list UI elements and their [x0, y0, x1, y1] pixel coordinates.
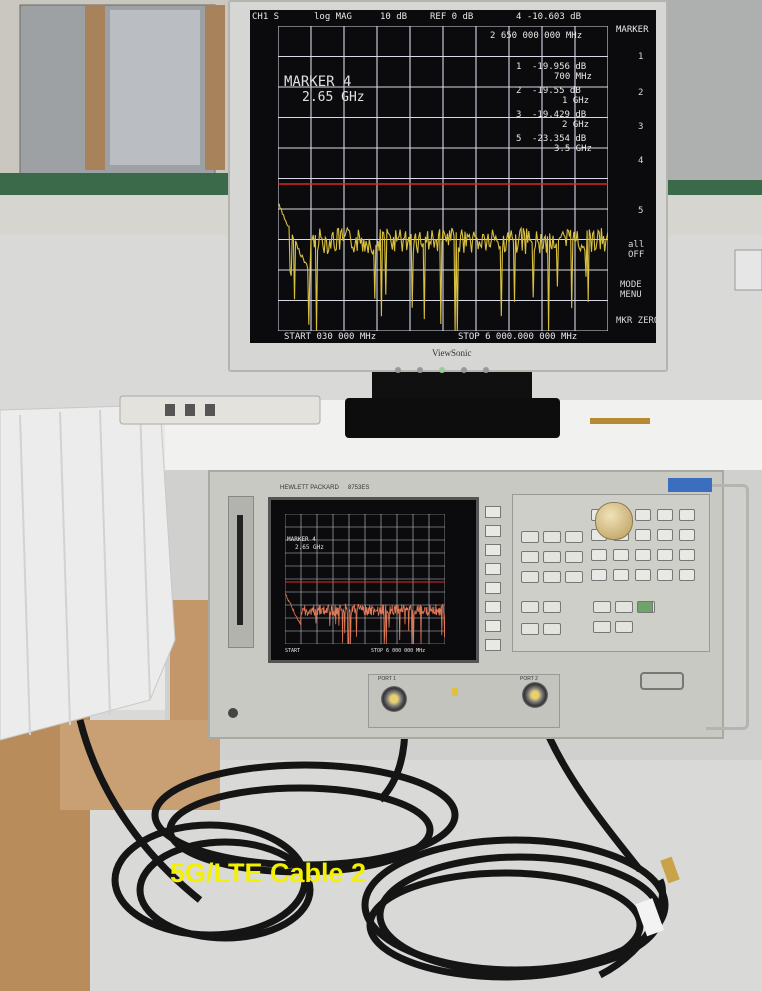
keypad-button-32[interactable] — [679, 549, 695, 561]
softkey-marker-4[interactable]: 4 — [638, 156, 644, 166]
marker-1-index: 1 — [516, 62, 522, 72]
port-1-label: PORT 1 — [378, 676, 396, 682]
marker-2-freq: 1 GHz — [562, 96, 590, 106]
keypad-button-7[interactable] — [543, 571, 561, 583]
keypad-button-31[interactable] — [657, 549, 673, 561]
keypad-button-21[interactable] — [657, 509, 673, 521]
rpg-knob[interactable] — [595, 502, 633, 540]
keypad-button-10[interactable] — [543, 601, 561, 613]
keypad-button-33[interactable] — [591, 569, 607, 581]
marker-5-value: -23.354 dB — [532, 134, 587, 144]
keypad-button-2[interactable] — [565, 531, 583, 543]
keypad-button-12[interactable] — [543, 623, 561, 635]
keypad-button-6[interactable] — [521, 571, 539, 583]
analyzer-softkey-6[interactable] — [485, 601, 501, 613]
keypad-button-22[interactable] — [679, 509, 695, 521]
softkey-all-off[interactable]: all OFF — [628, 240, 645, 260]
keypad-button-25[interactable] — [635, 529, 651, 541]
image-caption: 5G/LTE Cable 2 — [170, 858, 367, 888]
scale-label: 10 dB — [380, 12, 408, 22]
active-marker-label: MARKER 4 — [284, 74, 352, 90]
marker-readout: 4 -10.603 dB — [516, 12, 582, 22]
parallel-port — [640, 672, 684, 690]
port-2-label: PORT 2 — [520, 676, 538, 682]
keypad-button-16[interactable] — [593, 621, 611, 633]
analyzer-softkey-4[interactable] — [485, 563, 501, 575]
keypad-button-11[interactable] — [521, 623, 539, 635]
keypad-button-34[interactable] — [613, 569, 629, 581]
format-label: log MAG — [314, 12, 352, 22]
analyzer-screen: MARKER 4 2.65 GHz START STOP 6 000 000 M… — [268, 497, 479, 663]
menu-title: MARKER — [616, 25, 649, 35]
marker-2-value: -19.55 dB — [532, 86, 581, 96]
keypad-button-1[interactable] — [543, 531, 561, 543]
keypad-button-13[interactable] — [593, 601, 611, 613]
keypad-button-27[interactable] — [679, 529, 695, 541]
keypad-button-9[interactable] — [521, 601, 539, 613]
analyzer-model: 8753ES — [348, 485, 370, 491]
s11-trace — [278, 203, 608, 331]
analyzer-start: START — [285, 648, 301, 654]
analyzer-softkey-1[interactable] — [485, 506, 501, 518]
active-marker-freq: 2.65 GHz — [302, 90, 365, 105]
reference-label: REF 0 dB — [430, 12, 474, 22]
port-status-led — [452, 688, 458, 696]
power-button[interactable] — [228, 708, 238, 718]
analyzer-marker-label: MARKER 4 — [287, 536, 316, 543]
measurement-plot — [278, 26, 608, 331]
softkey-marker-3[interactable]: 3 — [638, 122, 644, 132]
analyzer-brand: HEWLETT PACKARD — [280, 485, 339, 491]
softkey-marker-2[interactable]: 2 — [638, 88, 644, 98]
monitor-screen: CH1 S log MAG 10 dB REF 0 dB 4 -10.603 d… — [250, 10, 656, 343]
keypad-button-35[interactable] — [635, 569, 651, 581]
softkey-marker-5[interactable]: 5 — [638, 206, 644, 216]
marker-5-index: 5 — [516, 134, 522, 144]
keypad-button-8[interactable] — [565, 571, 583, 583]
port-2-connector[interactable] — [522, 682, 548, 708]
keypad-button-26[interactable] — [657, 529, 673, 541]
analyzer-label-plate — [668, 478, 712, 492]
channel-label: CH1 S — [252, 12, 280, 22]
marker-3-value: -19.429 dB — [532, 110, 587, 120]
analyzer-softkey-7[interactable] — [485, 620, 501, 632]
port-1-connector[interactable] — [381, 686, 407, 712]
keypad-button-20[interactable] — [635, 509, 651, 521]
analyzer-softkey-8[interactable] — [485, 639, 501, 651]
marker-1-value: -19.956 dB — [532, 62, 587, 72]
keypad-button-4[interactable] — [543, 551, 561, 563]
softkey-marker-1[interactable]: 1 — [638, 52, 644, 62]
marker-3-index: 3 — [516, 110, 522, 120]
analyzer-plot — [285, 514, 445, 644]
keypad-button-14[interactable] — [615, 601, 633, 613]
disk-drive[interactable] — [228, 496, 254, 648]
keypad-button-29[interactable] — [613, 549, 629, 561]
start-frequency: START 030 000 MHz — [284, 332, 377, 342]
analyzer-marker-freq: 2.65 GHz — [295, 544, 324, 551]
stop-frequency: STOP 6 000.000 000 MHz — [458, 332, 578, 342]
marker-2-index: 2 — [516, 86, 522, 96]
keypad-button-36[interactable] — [657, 569, 673, 581]
analyzer-softkey-2[interactable] — [485, 525, 501, 537]
keypad-button-37[interactable] — [679, 569, 695, 581]
keypad-button-0[interactable] — [521, 531, 539, 543]
keypad-button-38[interactable] — [637, 601, 653, 613]
keypad-button-28[interactable] — [591, 549, 607, 561]
analyzer-softkey-3[interactable] — [485, 544, 501, 556]
analyzer-stop: STOP 6 000 000 MHz — [371, 648, 426, 654]
analyzer-softkey-5[interactable] — [485, 582, 501, 594]
monitor-buttons[interactable] — [395, 367, 515, 375]
monitor-brand: ViewSonic — [432, 348, 472, 358]
marker-3-freq: 2 GHz — [562, 120, 590, 130]
keypad-button-5[interactable] — [565, 551, 583, 563]
analyzer-handle-right — [706, 484, 749, 730]
keypad-button-30[interactable] — [635, 549, 651, 561]
softkey-mkr-zero[interactable]: MKR ZERO — [616, 316, 656, 326]
softkey-mode-menu[interactable]: MODE MENU — [620, 280, 642, 300]
marker-5-freq: 3.5 GHz — [554, 144, 592, 154]
keypad-button-17[interactable] — [615, 621, 633, 633]
marker-freq: 2 650 000 000 MHz — [490, 31, 583, 41]
keypad-button-3[interactable] — [521, 551, 539, 563]
marker-1-freq: 700 MHz — [554, 72, 592, 82]
